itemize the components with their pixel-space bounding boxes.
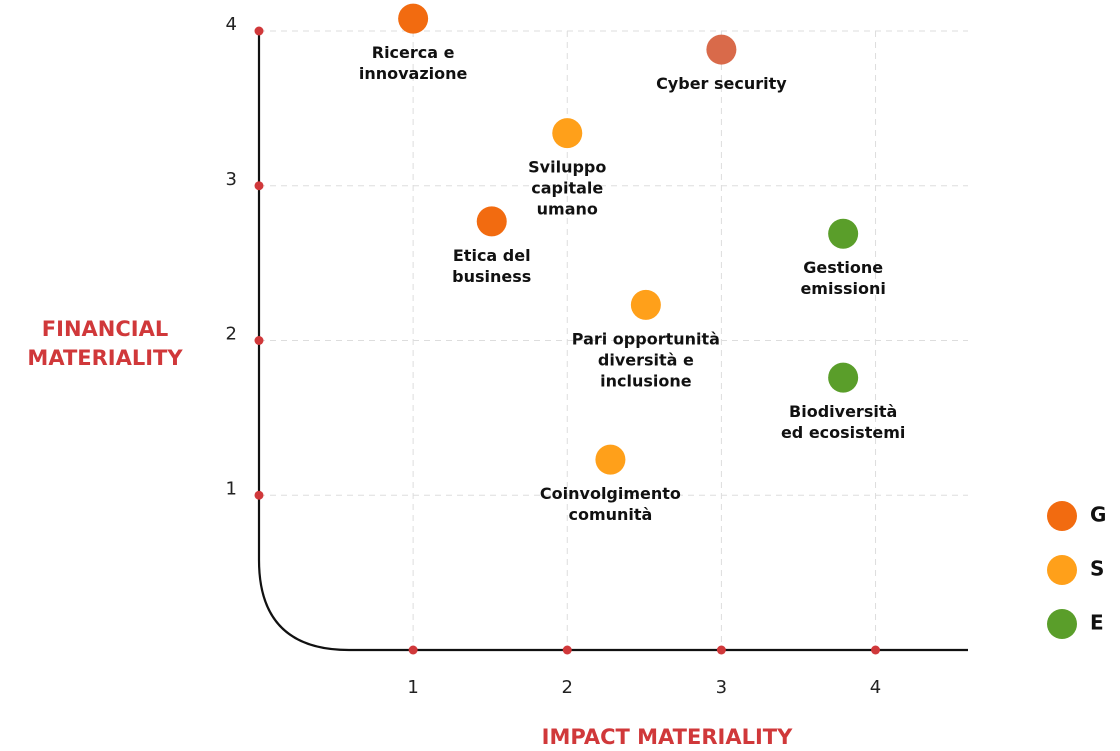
point bbox=[630, 289, 661, 320]
point-label: Pari opportunità bbox=[572, 329, 720, 348]
point-label: innovazione bbox=[359, 64, 468, 83]
point bbox=[828, 362, 859, 393]
point-label: business bbox=[452, 267, 531, 286]
point bbox=[828, 218, 859, 249]
legend-label: S bbox=[1090, 557, 1104, 581]
point bbox=[595, 444, 626, 475]
point bbox=[398, 3, 429, 34]
x-tick-label: 4 bbox=[870, 677, 881, 698]
point-label: Sviluppo bbox=[528, 158, 606, 177]
y-tick-mark bbox=[254, 26, 264, 36]
axes bbox=[257, 31, 968, 652]
y-tick-mark bbox=[254, 336, 264, 345]
y-axis-title: FINANCIAL bbox=[42, 317, 168, 341]
point bbox=[552, 118, 583, 149]
point-label: umano bbox=[537, 200, 598, 219]
legend-label: G bbox=[1090, 503, 1106, 527]
legend-swatch bbox=[1047, 555, 1077, 585]
point-label: emissioni bbox=[800, 279, 885, 298]
x-tick-label: 3 bbox=[716, 677, 727, 698]
x-tick-label: 2 bbox=[562, 677, 573, 698]
x-axis-title: IMPACT MATERIALITY bbox=[542, 725, 793, 749]
y-tick-mark bbox=[254, 490, 264, 500]
legend-label: E bbox=[1090, 611, 1104, 635]
point-label: diversità e bbox=[598, 350, 694, 369]
point-label: Etica del bbox=[453, 246, 531, 265]
y-axis-title: MATERIALITY bbox=[27, 346, 183, 370]
y-tick-label: 1 bbox=[226, 478, 237, 499]
x-tick-mark bbox=[408, 645, 418, 655]
point-label: Gestione bbox=[803, 258, 883, 277]
point-label: Coinvolgimento bbox=[540, 484, 681, 503]
y-tick-label: 2 bbox=[226, 324, 237, 345]
legend-swatch bbox=[1047, 609, 1077, 639]
x-tick-mark bbox=[871, 645, 881, 655]
point bbox=[476, 206, 507, 237]
point-label: inclusione bbox=[600, 371, 692, 390]
legend-swatch bbox=[1047, 501, 1077, 531]
x-tick-mark bbox=[562, 645, 572, 655]
point bbox=[706, 34, 737, 65]
x-tick-mark bbox=[716, 645, 726, 655]
y-tick-label: 4 bbox=[226, 14, 237, 35]
point-label: Biodiversità bbox=[789, 402, 897, 421]
point-label: Ricerca e bbox=[372, 43, 455, 62]
point-label: comunità bbox=[568, 505, 652, 524]
point-label: capitale bbox=[531, 179, 603, 198]
x-tick-label: 1 bbox=[407, 677, 418, 698]
y-tick-label: 3 bbox=[226, 169, 237, 190]
y-tick-mark bbox=[254, 181, 264, 191]
point-label: Cyber security bbox=[656, 74, 787, 93]
point-label: ed ecosistemi bbox=[781, 423, 905, 442]
